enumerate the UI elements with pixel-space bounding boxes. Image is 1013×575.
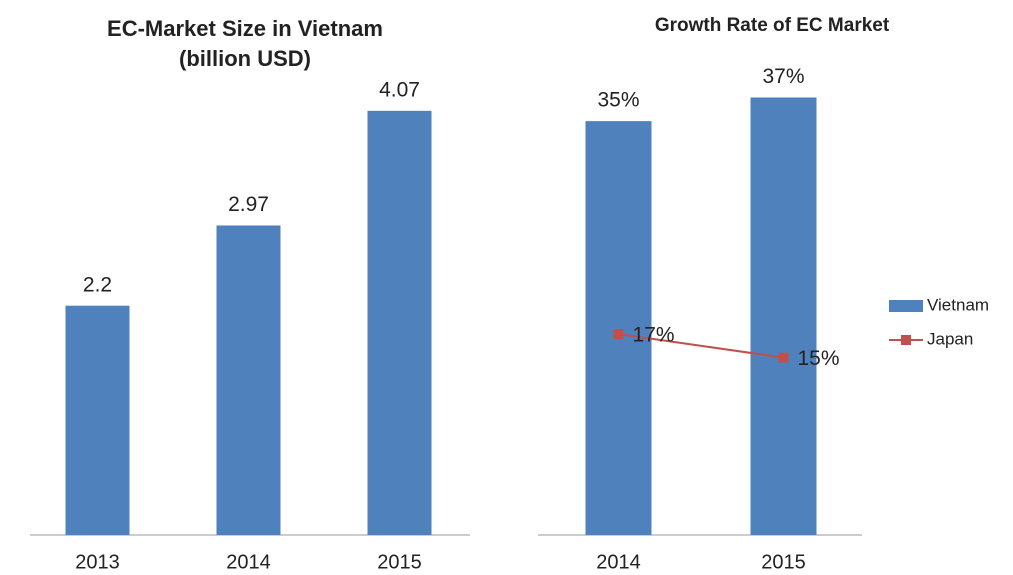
chart-title: Growth Rate of EC Market — [655, 15, 890, 36]
legend-label: Vietnam — [927, 295, 989, 314]
bar — [65, 305, 130, 535]
x-tick-label: 2015 — [761, 551, 806, 573]
legend-label: Japan — [927, 329, 973, 348]
legend-swatch — [889, 300, 923, 312]
chart-subtitle: (billion USD) — [179, 46, 311, 71]
marker — [778, 352, 789, 363]
data-label: 4.07 — [379, 78, 420, 101]
data-label: 35% — [597, 89, 639, 112]
data-label: 17% — [633, 324, 675, 347]
chart-title: EC-Market Size in Vietnam — [107, 16, 383, 41]
bar — [367, 110, 432, 535]
x-tick-label: 2014 — [596, 551, 641, 573]
marker — [613, 328, 624, 339]
data-label: 2.2 — [83, 273, 112, 296]
legend-swatch — [901, 335, 911, 345]
bar — [585, 121, 652, 535]
bar — [216, 225, 281, 535]
data-label: 37% — [762, 65, 804, 88]
bar — [750, 97, 817, 535]
x-tick-label: 2014 — [226, 551, 271, 573]
x-tick-label: 2013 — [75, 551, 120, 573]
line — [618, 332, 784, 359]
data-label: 15% — [798, 347, 840, 370]
data-label: 2.97 — [228, 193, 269, 216]
x-tick-label: 2015 — [377, 551, 422, 573]
